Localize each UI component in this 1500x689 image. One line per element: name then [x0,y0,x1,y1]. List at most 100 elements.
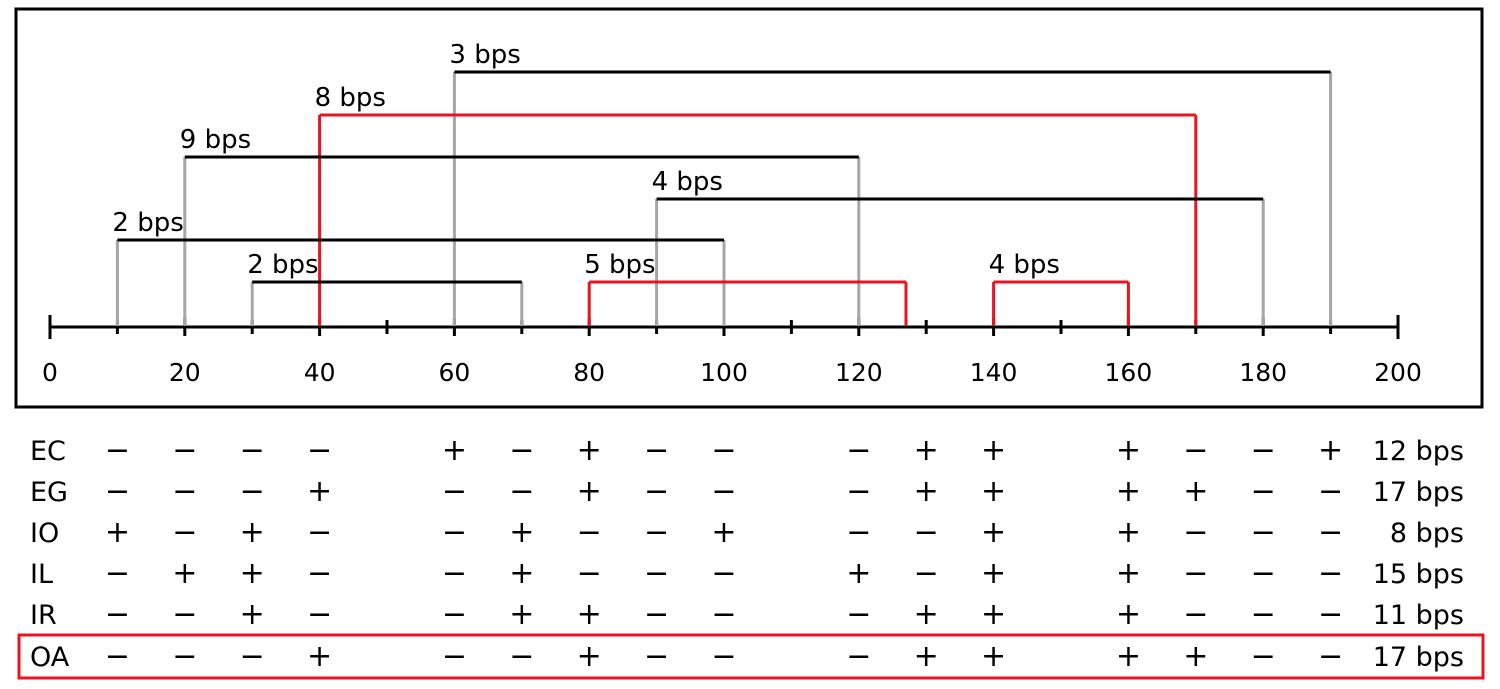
minus-sign: − [509,474,534,509]
interval-arc: 3 bps [449,40,1333,326]
minus-sign: − [307,556,332,591]
minus-sign: − [1183,515,1208,550]
minus-sign: − [1251,433,1276,468]
minus-sign: − [644,515,669,550]
interval-arc: 8 bps [315,83,1198,326]
minus-sign: − [172,597,197,632]
arc-label: 5 bps [584,250,655,280]
arc-label: 4 bps [989,250,1060,280]
plus-sign: + [240,515,265,550]
row-label: IL [30,559,53,590]
table-row: IR − − + − − + + − − − + + + − − −11 bps [30,597,1464,632]
minus-sign: − [846,639,871,674]
axis-tick-label: 80 [573,358,605,387]
plus-sign: + [307,474,332,509]
minus-sign: − [172,515,197,550]
plus-sign: + [711,515,736,550]
arc-label: 2 bps [247,250,318,280]
axis-tick-label: 120 [835,358,883,387]
minus-sign: − [307,515,332,550]
plus-sign: + [509,515,534,550]
minus-sign: − [240,474,265,509]
minus-sign: − [1251,515,1276,550]
row-highlight-box [17,633,1485,680]
minus-sign: − [172,474,197,509]
minus-sign: − [1251,639,1276,674]
minus-sign: − [1318,515,1343,550]
minus-sign: − [914,515,939,550]
plus-sign: + [577,433,602,468]
plus-sign: + [981,556,1006,591]
minus-sign: − [644,556,669,591]
minus-sign: − [105,556,130,591]
minus-sign: − [1318,474,1343,509]
plus-sign: + [1116,639,1141,674]
table-row: EC − − − − + − + − − − + + + − − +12 bps [30,433,1464,468]
minus-sign: − [914,556,939,591]
minus-sign: − [442,556,467,591]
minus-sign: − [1318,639,1343,674]
row-total: 15 bps [1373,559,1464,590]
row-label: IO [30,518,59,549]
axis-tick-label: 200 [1374,358,1422,387]
plus-sign: + [1183,474,1208,509]
table-row: OA − − − + − − + − − − + + + + − −17 bps [17,633,1485,680]
minus-sign: − [711,639,736,674]
minus-sign: − [1251,556,1276,591]
axis-tick-label: 160 [1105,358,1153,387]
minus-sign: − [846,597,871,632]
axis-tick-label: 100 [700,358,748,387]
axis-tick-label: 20 [169,358,201,387]
arc-label: 2 bps [112,208,183,238]
plus-sign: + [914,433,939,468]
minus-sign: − [846,474,871,509]
minus-sign: − [105,433,130,468]
minus-sign: − [711,597,736,632]
plus-sign: + [442,433,467,468]
row-total: 12 bps [1373,436,1464,467]
axis-tick-label: 140 [970,358,1018,387]
minus-sign: − [711,556,736,591]
minus-sign: − [172,639,197,674]
interval-arc: 2 bps [247,250,524,326]
arc-label: 8 bps [315,83,386,113]
plus-sign: + [981,474,1006,509]
table-row: IO + − + − − + − − + − − + + − − − 8 bps [30,515,1464,550]
minus-sign: − [1183,433,1208,468]
plus-sign: + [1318,433,1343,468]
minus-sign: − [172,433,197,468]
minus-sign: − [577,556,602,591]
plus-sign: + [981,597,1006,632]
minus-sign: − [105,639,130,674]
plot-frame [14,7,1484,409]
plus-sign: + [1116,597,1141,632]
minus-sign: − [644,639,669,674]
row-label: OA [30,642,70,673]
interval-arc: 5 bps [584,250,908,326]
interval-arc: 2 bps [112,208,726,326]
row-total: 11 bps [1373,600,1464,631]
row-total: 8 bps [1390,518,1464,549]
axis-tick-label: 40 [304,358,336,387]
minus-sign: − [509,433,534,468]
interval-arc: 9 bps [180,125,861,326]
minus-sign: − [1251,597,1276,632]
minus-sign: − [105,474,130,509]
plus-sign: + [1183,639,1208,674]
plus-sign: + [240,556,265,591]
axis-tick-label: 60 [438,358,470,387]
plus-sign: + [981,515,1006,550]
minus-sign: − [1318,597,1343,632]
axis-tick-label: 0 [42,358,58,387]
minus-sign: − [442,515,467,550]
minus-sign: − [644,433,669,468]
plus-sign: + [1116,474,1141,509]
minus-sign: − [442,639,467,674]
plus-sign: + [1116,556,1141,591]
plus-sign: + [509,556,534,591]
minus-sign: − [307,597,332,632]
arc-label: 9 bps [180,125,251,155]
row-label: EC [30,436,66,467]
arc-label: 3 bps [449,40,520,70]
